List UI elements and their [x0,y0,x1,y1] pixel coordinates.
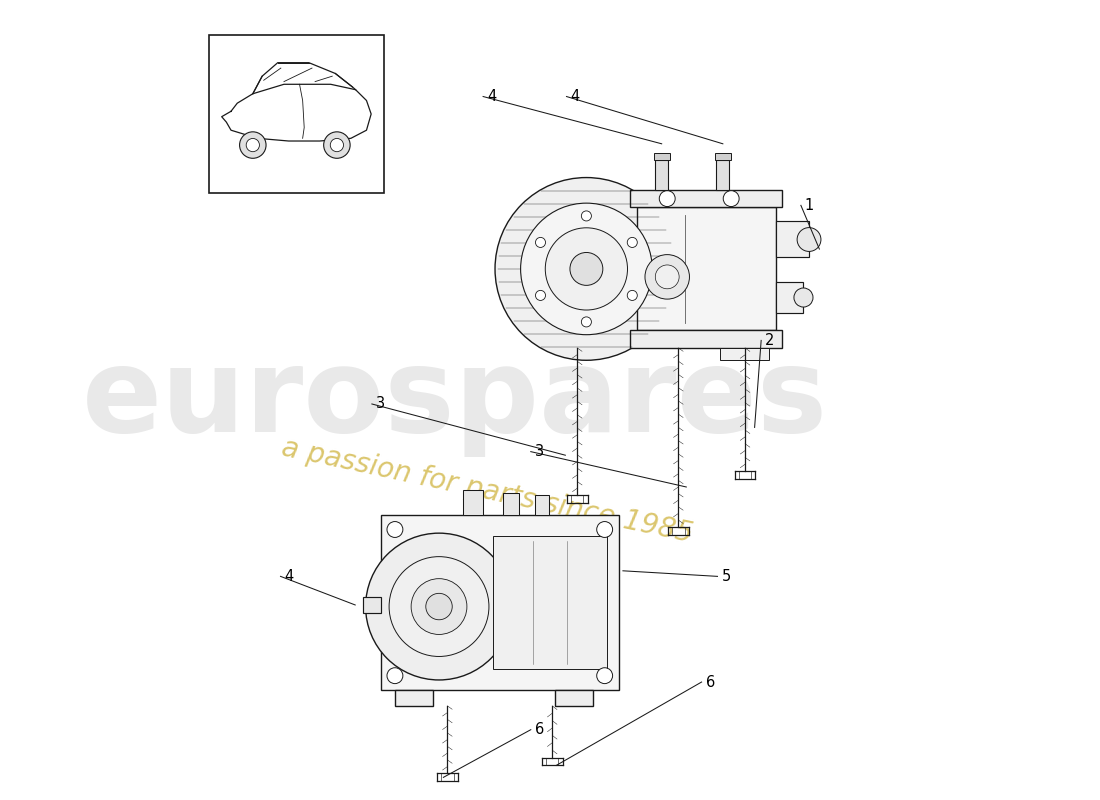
Text: 1: 1 [805,198,814,213]
Circle shape [596,668,613,684]
Circle shape [798,228,821,251]
Bar [381,515,619,690]
Circle shape [387,522,403,538]
Bar [715,154,730,160]
Circle shape [411,578,466,634]
Circle shape [426,594,452,620]
Circle shape [536,238,546,247]
Bar [209,34,384,194]
Text: 6: 6 [705,674,715,690]
Circle shape [240,132,266,158]
Bar [493,536,607,669]
Bar [630,330,782,348]
Text: eurospares: eurospares [82,342,828,458]
Circle shape [520,203,652,334]
Bar [720,348,769,360]
Circle shape [323,132,350,158]
Bar [776,282,803,313]
Bar [637,207,776,330]
Bar [363,597,381,613]
Text: a passion for parts since 1985: a passion for parts since 1985 [279,434,695,549]
Circle shape [627,290,637,301]
Circle shape [570,253,603,286]
Circle shape [582,317,592,327]
Text: 6: 6 [535,722,544,737]
Text: 3: 3 [535,444,543,459]
Bar [776,222,808,257]
Circle shape [582,211,592,221]
Circle shape [659,190,675,206]
Circle shape [387,668,403,684]
Circle shape [536,290,546,301]
Bar [395,690,433,706]
Bar [716,160,729,190]
Bar [656,160,668,190]
Bar [463,490,483,515]
Circle shape [246,138,260,152]
Circle shape [546,228,627,310]
Circle shape [330,138,343,152]
Bar [630,190,782,207]
Text: 5: 5 [722,569,730,584]
Text: 4: 4 [487,89,496,104]
Circle shape [389,557,488,657]
Circle shape [627,238,637,247]
Text: 3: 3 [376,397,385,411]
Bar [503,493,519,515]
Bar [535,495,549,515]
Circle shape [596,522,613,538]
Circle shape [794,288,813,307]
Bar [554,690,593,706]
Circle shape [495,178,678,360]
Text: 4: 4 [571,89,580,104]
Circle shape [365,533,513,680]
Text: 2: 2 [766,333,774,348]
Circle shape [645,254,690,299]
Text: 4: 4 [285,569,294,584]
Circle shape [656,265,679,289]
Circle shape [723,190,739,206]
Bar [653,154,670,160]
